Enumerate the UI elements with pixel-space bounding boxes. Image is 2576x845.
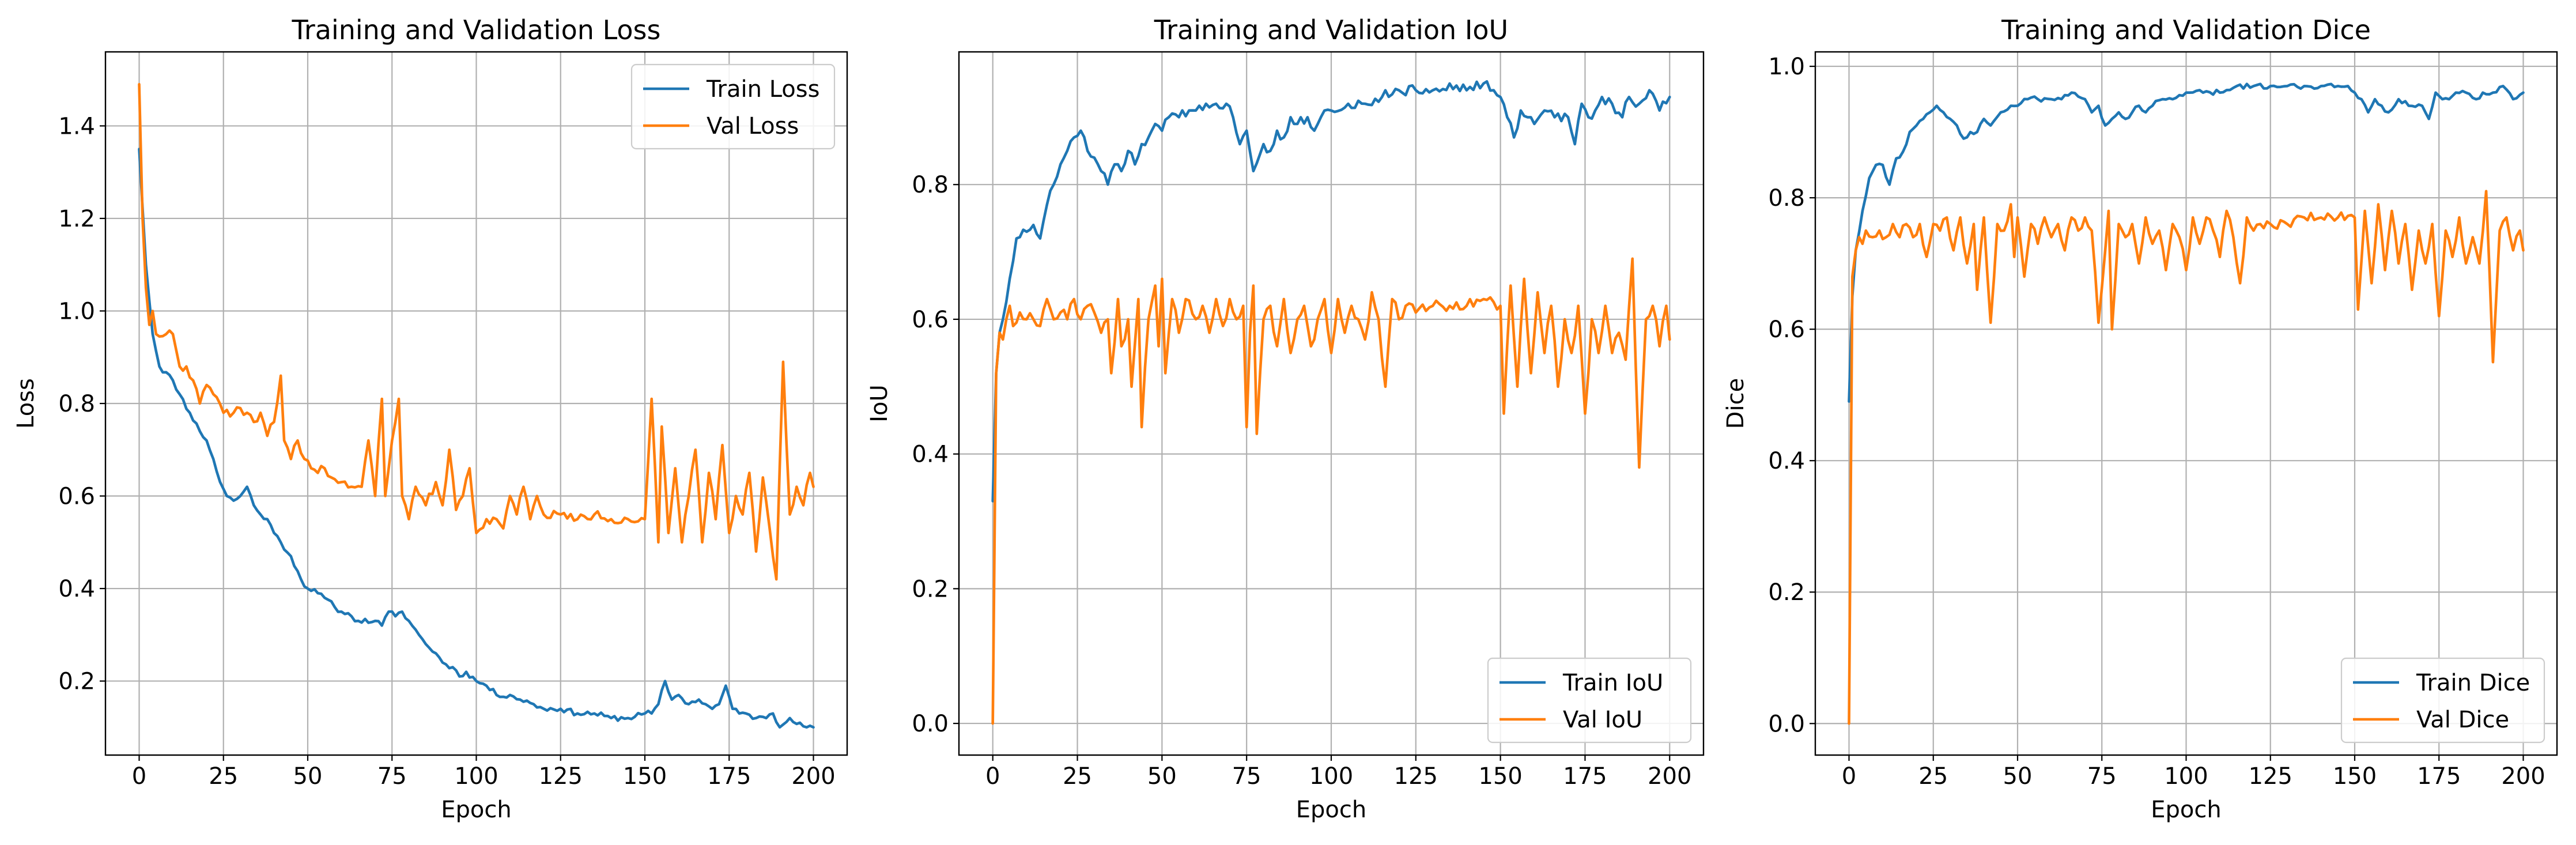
legend-box bbox=[2340, 657, 2545, 744]
x-tick-label: 150 bbox=[623, 763, 667, 790]
chart-panel-3: 0 25 50 75 100 125 150 175 200 0.0 0.2 0.4 0.6 0.8 1.0… bbox=[1723, 14, 2558, 823]
y-tick-label: 0.2 bbox=[58, 669, 95, 695]
x-tick-label: 125 bbox=[539, 763, 583, 790]
chart-panel-2: 0 25 50 75 100 125 150 175 200 0.0 0.2 0.4 0.6 0.8 Tra… bbox=[866, 14, 1705, 823]
x-tick-label: 200 bbox=[1648, 763, 1691, 790]
y-tick-label: 0.2 bbox=[1768, 579, 1805, 606]
series-line-val bbox=[138, 82, 815, 581]
x-tick-label: 50 bbox=[293, 763, 323, 790]
y-tick-label: 1.0 bbox=[1768, 54, 1805, 80]
series-line-train bbox=[991, 80, 1671, 503]
x-tick-label: 25 bbox=[1063, 763, 1092, 790]
x-tick-label: 25 bbox=[209, 763, 238, 790]
x-tick-label: 0 bbox=[132, 763, 146, 790]
chart-panel-1: 0 25 50 75 100 125 150 175 200 0.2 0.4 0.6 0.8 1.0 1.2… bbox=[13, 14, 848, 823]
series-line-train bbox=[138, 148, 815, 729]
x-tick-label: 0 bbox=[985, 763, 1000, 790]
x-tick-label: 125 bbox=[2249, 763, 2292, 790]
series-line-val bbox=[991, 257, 1671, 725]
x-tick-label: 175 bbox=[1563, 763, 1607, 790]
x-tick-label: 25 bbox=[1918, 763, 1948, 790]
y-tick-label: 0.4 bbox=[1768, 448, 1805, 474]
chart-title: Training and Validation IoU bbox=[1154, 14, 1508, 46]
y-axis-label: Loss bbox=[13, 378, 39, 429]
y-tick-label: 0.8 bbox=[1768, 185, 1805, 212]
x-tick-label: 75 bbox=[377, 763, 407, 790]
y-tick-label: 0.8 bbox=[58, 391, 95, 417]
y-tick-label: 0.6 bbox=[1768, 316, 1805, 343]
legend-label: Train IoU bbox=[1562, 670, 1663, 696]
x-tick-label: 175 bbox=[2417, 763, 2461, 790]
y-tick-label: 0.6 bbox=[912, 307, 949, 333]
legend-box bbox=[1487, 657, 1692, 744]
legend-box bbox=[630, 63, 836, 150]
y-tick-label: 0.8 bbox=[912, 172, 949, 198]
legend-label: Train Dice bbox=[2416, 670, 2530, 696]
y-axis-label: IoU bbox=[866, 384, 893, 423]
x-tick-label: 125 bbox=[1394, 763, 1438, 790]
x-axis-label: Epoch bbox=[1296, 797, 1366, 823]
series-line-train bbox=[1848, 82, 2525, 403]
y-tick-label: 0.6 bbox=[58, 484, 95, 510]
y-tick-label: 1.0 bbox=[58, 298, 95, 325]
y-tick-label: 0.2 bbox=[912, 576, 949, 602]
y-tick-label: 1.2 bbox=[58, 206, 95, 232]
x-axis-label: Epoch bbox=[441, 797, 511, 823]
legend-label: Val Loss bbox=[707, 113, 799, 139]
legend: Train Loss Val Loss bbox=[630, 63, 836, 150]
y-tick-label: 0.4 bbox=[912, 442, 949, 468]
series-line-val bbox=[1848, 190, 2525, 725]
x-tick-label: 150 bbox=[1478, 763, 1522, 790]
x-tick-label: 75 bbox=[2087, 763, 2117, 790]
x-tick-label: 175 bbox=[707, 763, 751, 790]
x-tick-label: 50 bbox=[2003, 763, 2033, 790]
x-tick-label: 100 bbox=[454, 763, 498, 790]
x-tick-label: 200 bbox=[2501, 763, 2545, 790]
y-tick-label: 1.4 bbox=[58, 113, 95, 139]
legend: Train Dice Val Dice bbox=[2340, 657, 2545, 744]
legend-label: Val Dice bbox=[2416, 707, 2509, 733]
x-axis-label: Epoch bbox=[2151, 797, 2221, 823]
x-tick-label: 200 bbox=[791, 763, 835, 790]
y-axis-label: Dice bbox=[1723, 378, 1749, 429]
x-tick-label: 75 bbox=[1232, 763, 1261, 790]
x-tick-label: 0 bbox=[1842, 763, 1856, 790]
x-tick-label: 100 bbox=[1309, 763, 1353, 790]
x-tick-label: 50 bbox=[1147, 763, 1177, 790]
chart-title: Training and Validation Loss bbox=[292, 14, 661, 46]
legend-label: Val IoU bbox=[1563, 707, 1642, 733]
chart-title: Training and Validation Dice bbox=[2001, 14, 2371, 46]
y-tick-label: 0.0 bbox=[1768, 711, 1805, 737]
y-tick-label: 0.0 bbox=[912, 711, 949, 737]
legend: Train IoU Val IoU bbox=[1487, 657, 1692, 744]
x-tick-label: 150 bbox=[2333, 763, 2377, 790]
legend-label: Train Loss bbox=[706, 76, 819, 103]
y-tick-label: 0.4 bbox=[58, 576, 95, 602]
x-tick-label: 100 bbox=[2164, 763, 2208, 790]
